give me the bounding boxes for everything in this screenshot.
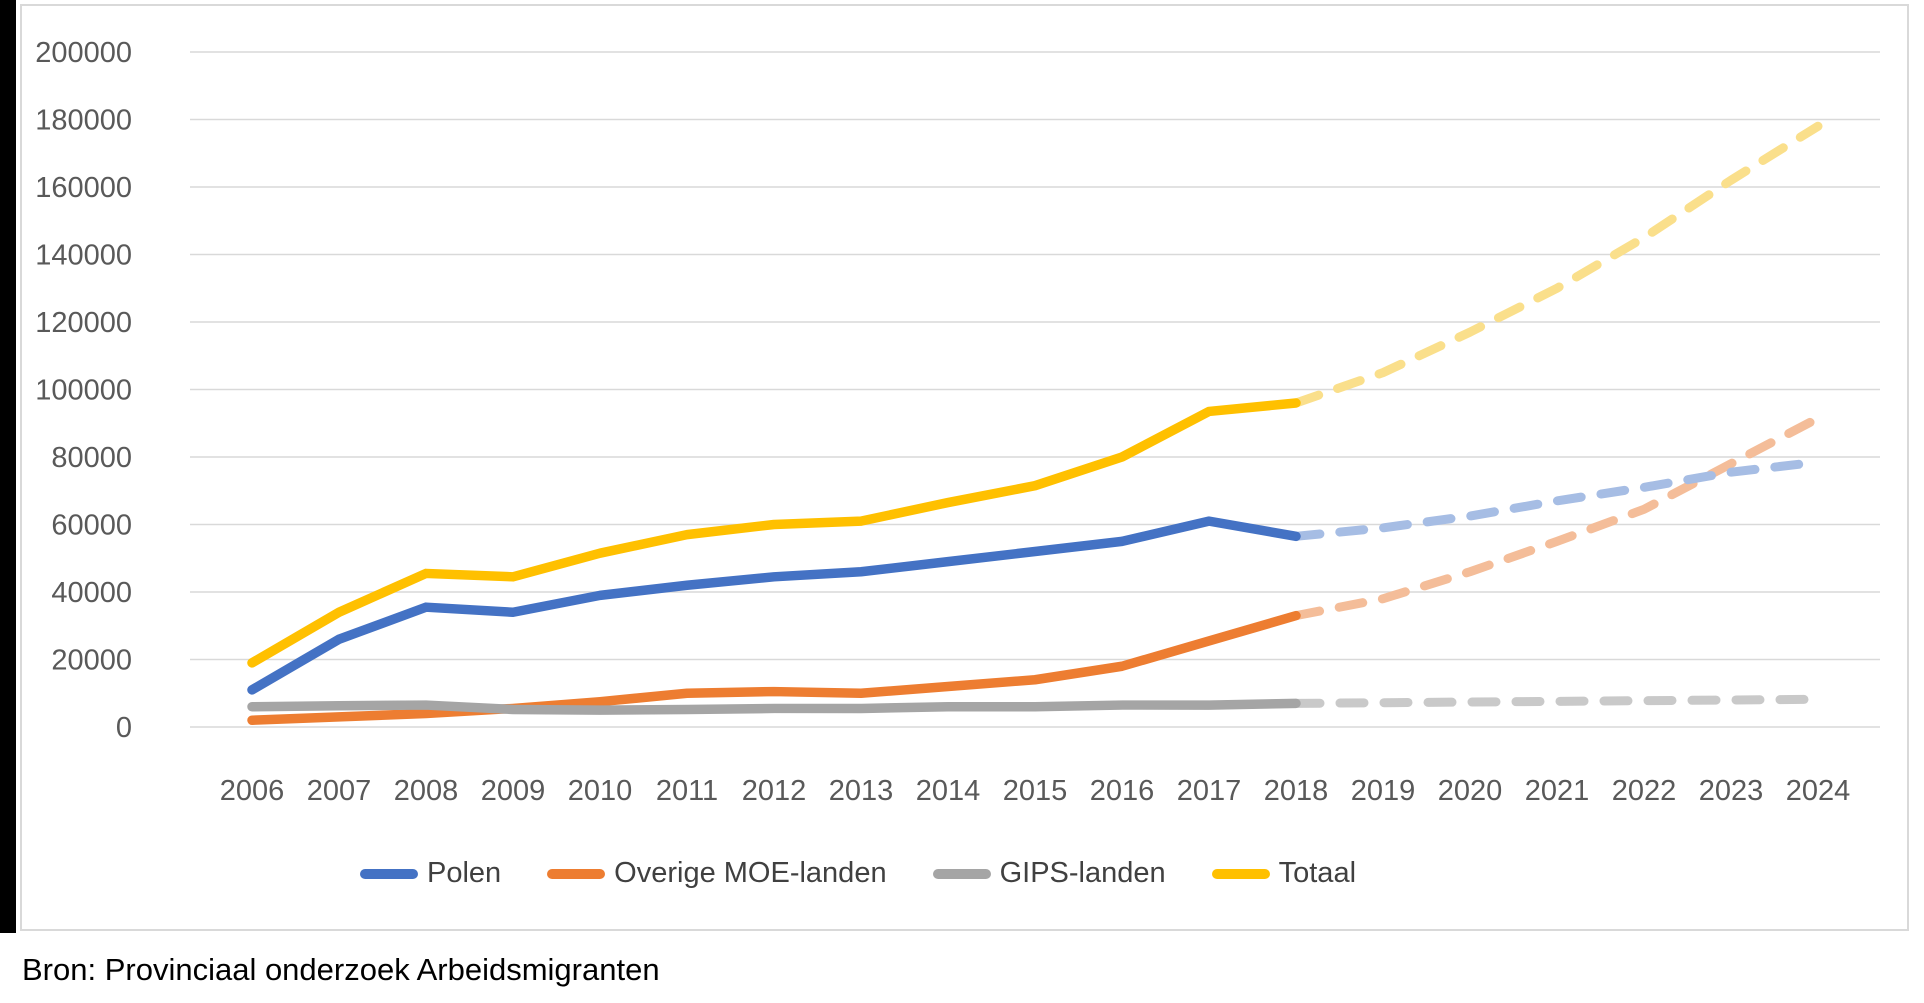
legend-swatch-totaal bbox=[1211, 868, 1270, 879]
y-tick-label: 40000 bbox=[51, 577, 132, 609]
x-tick-label: 2010 bbox=[568, 775, 633, 807]
y-tick-label: 80000 bbox=[51, 442, 132, 474]
y-tick-label: 140000 bbox=[35, 240, 132, 272]
x-tick-label: 2022 bbox=[1612, 775, 1677, 807]
x-tick-label: 2014 bbox=[916, 775, 981, 807]
chart-legend: Polen Overige MOE-landen GIPS-landen Totaal bbox=[360, 857, 1356, 890]
x-tick-label: 2023 bbox=[1699, 775, 1764, 807]
y-tick-label: 160000 bbox=[35, 172, 132, 204]
x-tick-label: 2017 bbox=[1177, 775, 1242, 807]
series-gips-landen bbox=[247, 694, 1823, 715]
x-tick-label: 2013 bbox=[829, 775, 894, 807]
legend-label-gips-landen: GIPS-landen bbox=[999, 857, 1166, 889]
y-tick-label: 200000 bbox=[35, 37, 132, 69]
series-totaal-line bbox=[247, 398, 1301, 668]
left-border-bar bbox=[0, 0, 16, 933]
y-tick-label: 60000 bbox=[51, 510, 132, 542]
x-axis-tick-labels: 2006 2007 2008 2009 2010 2011 2012 2013 2014 2015… bbox=[220, 775, 1851, 807]
x-tick-label: 2007 bbox=[307, 775, 372, 807]
series-polen-forecast-line bbox=[1291, 457, 1823, 541]
x-tick-label: 2016 bbox=[1090, 775, 1155, 807]
x-tick-label: 2024 bbox=[1786, 775, 1851, 807]
source-note: Bron: Provinciaal onderzoek Arbeidsmigra… bbox=[22, 952, 660, 987]
legend-label-polen: Polen bbox=[427, 857, 502, 889]
x-tick-label: 2012 bbox=[742, 775, 807, 807]
x-tick-label: 2011 bbox=[656, 775, 718, 807]
x-tick-label: 2020 bbox=[1438, 775, 1503, 807]
x-tick-label: 2018 bbox=[1264, 775, 1329, 807]
y-axis-tick-labels: 0 20000 40000 60000 80000 100000 120000 140000 1… bbox=[35, 37, 132, 744]
series-overige-moe-landen-forecast-line bbox=[1291, 413, 1823, 621]
series-overige-moe-landen bbox=[247, 413, 1823, 725]
y-tick-label: 0 bbox=[116, 712, 132, 744]
legend-swatch-polen bbox=[360, 868, 418, 879]
legend-label-totaal: Totaal bbox=[1278, 857, 1357, 889]
legend-swatch-gips-landen bbox=[932, 868, 991, 879]
y-tick-label: 120000 bbox=[35, 307, 132, 339]
x-tick-label: 2009 bbox=[481, 775, 546, 807]
chart-frame bbox=[20, 4, 1909, 931]
legend-item-totaal: Totaal bbox=[1211, 857, 1357, 890]
series-polen-line bbox=[247, 516, 1301, 695]
x-tick-label: 2015 bbox=[1003, 775, 1068, 807]
x-tick-label: 2019 bbox=[1351, 775, 1416, 807]
series-gips-landen-forecast-line bbox=[1291, 694, 1823, 708]
legend-swatch-overige-moe-landen bbox=[547, 868, 606, 879]
x-tick-label: 2021 bbox=[1525, 775, 1590, 807]
series-overige-moe-landen-line bbox=[247, 610, 1301, 725]
y-tick-label: 20000 bbox=[51, 645, 132, 677]
y-tick-label: 100000 bbox=[35, 375, 132, 407]
legend-item-overige-moe-landen: Overige MOE-landen bbox=[547, 857, 887, 890]
y-tick-label: 180000 bbox=[35, 105, 132, 137]
legend-label-overige-moe-landen: Overige MOE-landen bbox=[614, 857, 887, 889]
series-totaal bbox=[247, 121, 1823, 668]
gridlines bbox=[190, 51, 1880, 728]
x-tick-label: 2006 bbox=[220, 775, 285, 807]
series-gips-landen-line bbox=[247, 698, 1301, 715]
legend-item-polen: Polen bbox=[360, 857, 501, 890]
series-polen bbox=[247, 457, 1823, 695]
x-tick-label: 2008 bbox=[394, 775, 459, 807]
legend-item-gips-landen: GIPS-landen bbox=[932, 857, 1166, 890]
series-totaal-forecast-line bbox=[1291, 121, 1823, 408]
